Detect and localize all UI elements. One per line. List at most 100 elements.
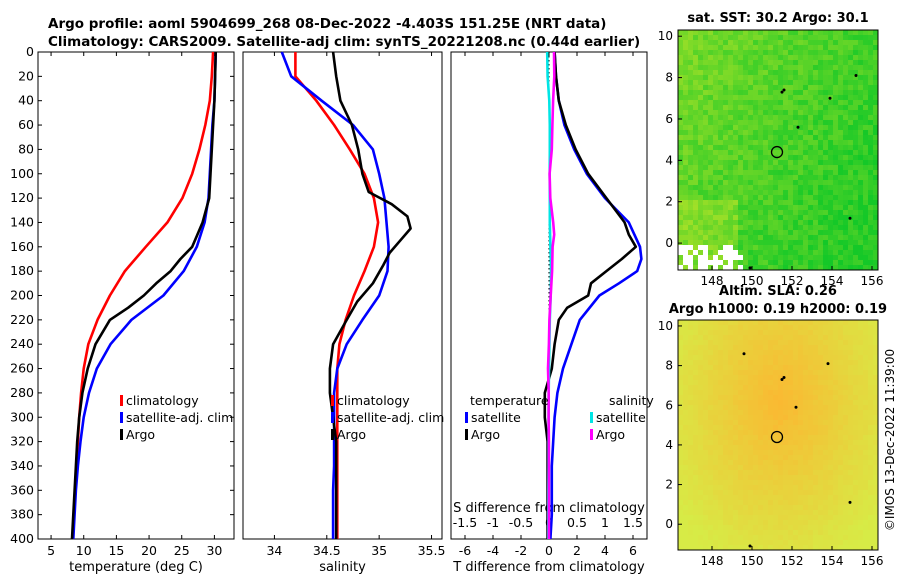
map-cell — [728, 445, 734, 451]
map-cell — [813, 520, 819, 526]
map-cell — [743, 320, 749, 326]
map-cell — [718, 490, 724, 496]
map-cell — [813, 545, 819, 551]
map-cell — [818, 85, 824, 91]
map-cell — [828, 415, 834, 421]
map-cell — [748, 495, 754, 501]
map-cell — [748, 190, 754, 196]
y-tick-label: 40 — [18, 93, 34, 108]
map-cell — [798, 345, 804, 351]
map-cell — [853, 445, 859, 451]
map-cell — [793, 440, 799, 446]
map-cell — [778, 95, 784, 101]
map-cell — [868, 55, 874, 61]
map-cell — [833, 110, 839, 116]
map-cell — [693, 65, 699, 71]
map-cell — [703, 185, 709, 191]
y-tick-label: 400 — [10, 531, 34, 546]
map-cell — [868, 75, 874, 81]
map-cell — [758, 525, 764, 531]
map-cell — [838, 495, 844, 501]
map-cell — [678, 165, 684, 171]
map-cell — [823, 340, 829, 346]
map-cell — [693, 320, 699, 326]
map-cell — [778, 250, 784, 256]
map-cell — [873, 480, 879, 486]
map-cell — [723, 485, 729, 491]
map-cell — [758, 185, 764, 191]
map-x-tick-label: 154 — [821, 274, 844, 288]
map-cell — [693, 505, 699, 511]
legend-swatch — [331, 429, 334, 440]
map-cell — [868, 160, 874, 166]
map-cell — [823, 405, 829, 411]
map-cell — [728, 350, 734, 356]
map-cell — [813, 330, 819, 336]
map-cell — [783, 140, 789, 146]
map-cell — [728, 160, 734, 166]
map-cell — [763, 35, 769, 41]
map-cell — [678, 440, 684, 446]
map-cell — [758, 215, 764, 221]
map-cell — [688, 70, 694, 76]
map-cell — [783, 210, 789, 216]
map-cell — [703, 485, 709, 491]
map-cell — [778, 320, 784, 326]
map-cell — [703, 445, 709, 451]
map-cell — [828, 455, 834, 461]
map-cell — [853, 130, 859, 136]
map-cell — [683, 495, 689, 501]
map-cell — [753, 435, 759, 441]
map-cell — [808, 365, 814, 371]
map-cell — [768, 35, 774, 41]
map-cell — [848, 220, 854, 226]
map-cell — [748, 350, 754, 356]
map-cell — [763, 210, 769, 216]
map-cell — [693, 160, 699, 166]
island-dot — [794, 405, 798, 409]
map-cell — [698, 75, 704, 81]
map-cell — [703, 105, 709, 111]
map-cell — [718, 195, 724, 201]
map-cell — [763, 335, 769, 341]
map-cell — [848, 95, 854, 101]
map-cell — [793, 445, 799, 451]
map-cell — [873, 265, 879, 271]
map-cell — [793, 40, 799, 46]
map-cell — [743, 140, 749, 146]
map-cell — [833, 380, 839, 386]
map-cell — [693, 510, 699, 516]
map-cell — [843, 455, 849, 461]
map-cell — [728, 220, 734, 226]
map-cell — [758, 465, 764, 471]
map-cell — [768, 155, 774, 161]
map-cell — [718, 485, 724, 491]
map-cell — [808, 205, 814, 211]
map-cell — [693, 45, 699, 51]
map-cell — [693, 135, 699, 141]
map-cell — [688, 330, 694, 336]
map-cell — [798, 205, 804, 211]
map-cell — [863, 90, 869, 96]
map-cell — [818, 40, 824, 46]
map-cell — [718, 235, 724, 241]
map-cell — [753, 490, 759, 496]
map-cell — [688, 200, 694, 206]
map-cell — [848, 130, 854, 136]
map-cell — [863, 535, 869, 541]
map-cell — [868, 40, 874, 46]
map-cell — [803, 510, 809, 516]
island-dot — [826, 362, 830, 366]
map-cell — [683, 345, 689, 351]
map-cell — [823, 390, 829, 396]
map-cell — [773, 325, 779, 331]
map-cell — [828, 135, 834, 141]
map-cell — [698, 195, 704, 201]
map-cell — [838, 530, 844, 536]
map-cell — [708, 445, 714, 451]
map-cell — [818, 375, 824, 381]
map-cell — [788, 380, 794, 386]
map-cell — [743, 170, 749, 176]
map-cell — [828, 150, 834, 156]
map-cell — [703, 170, 709, 176]
